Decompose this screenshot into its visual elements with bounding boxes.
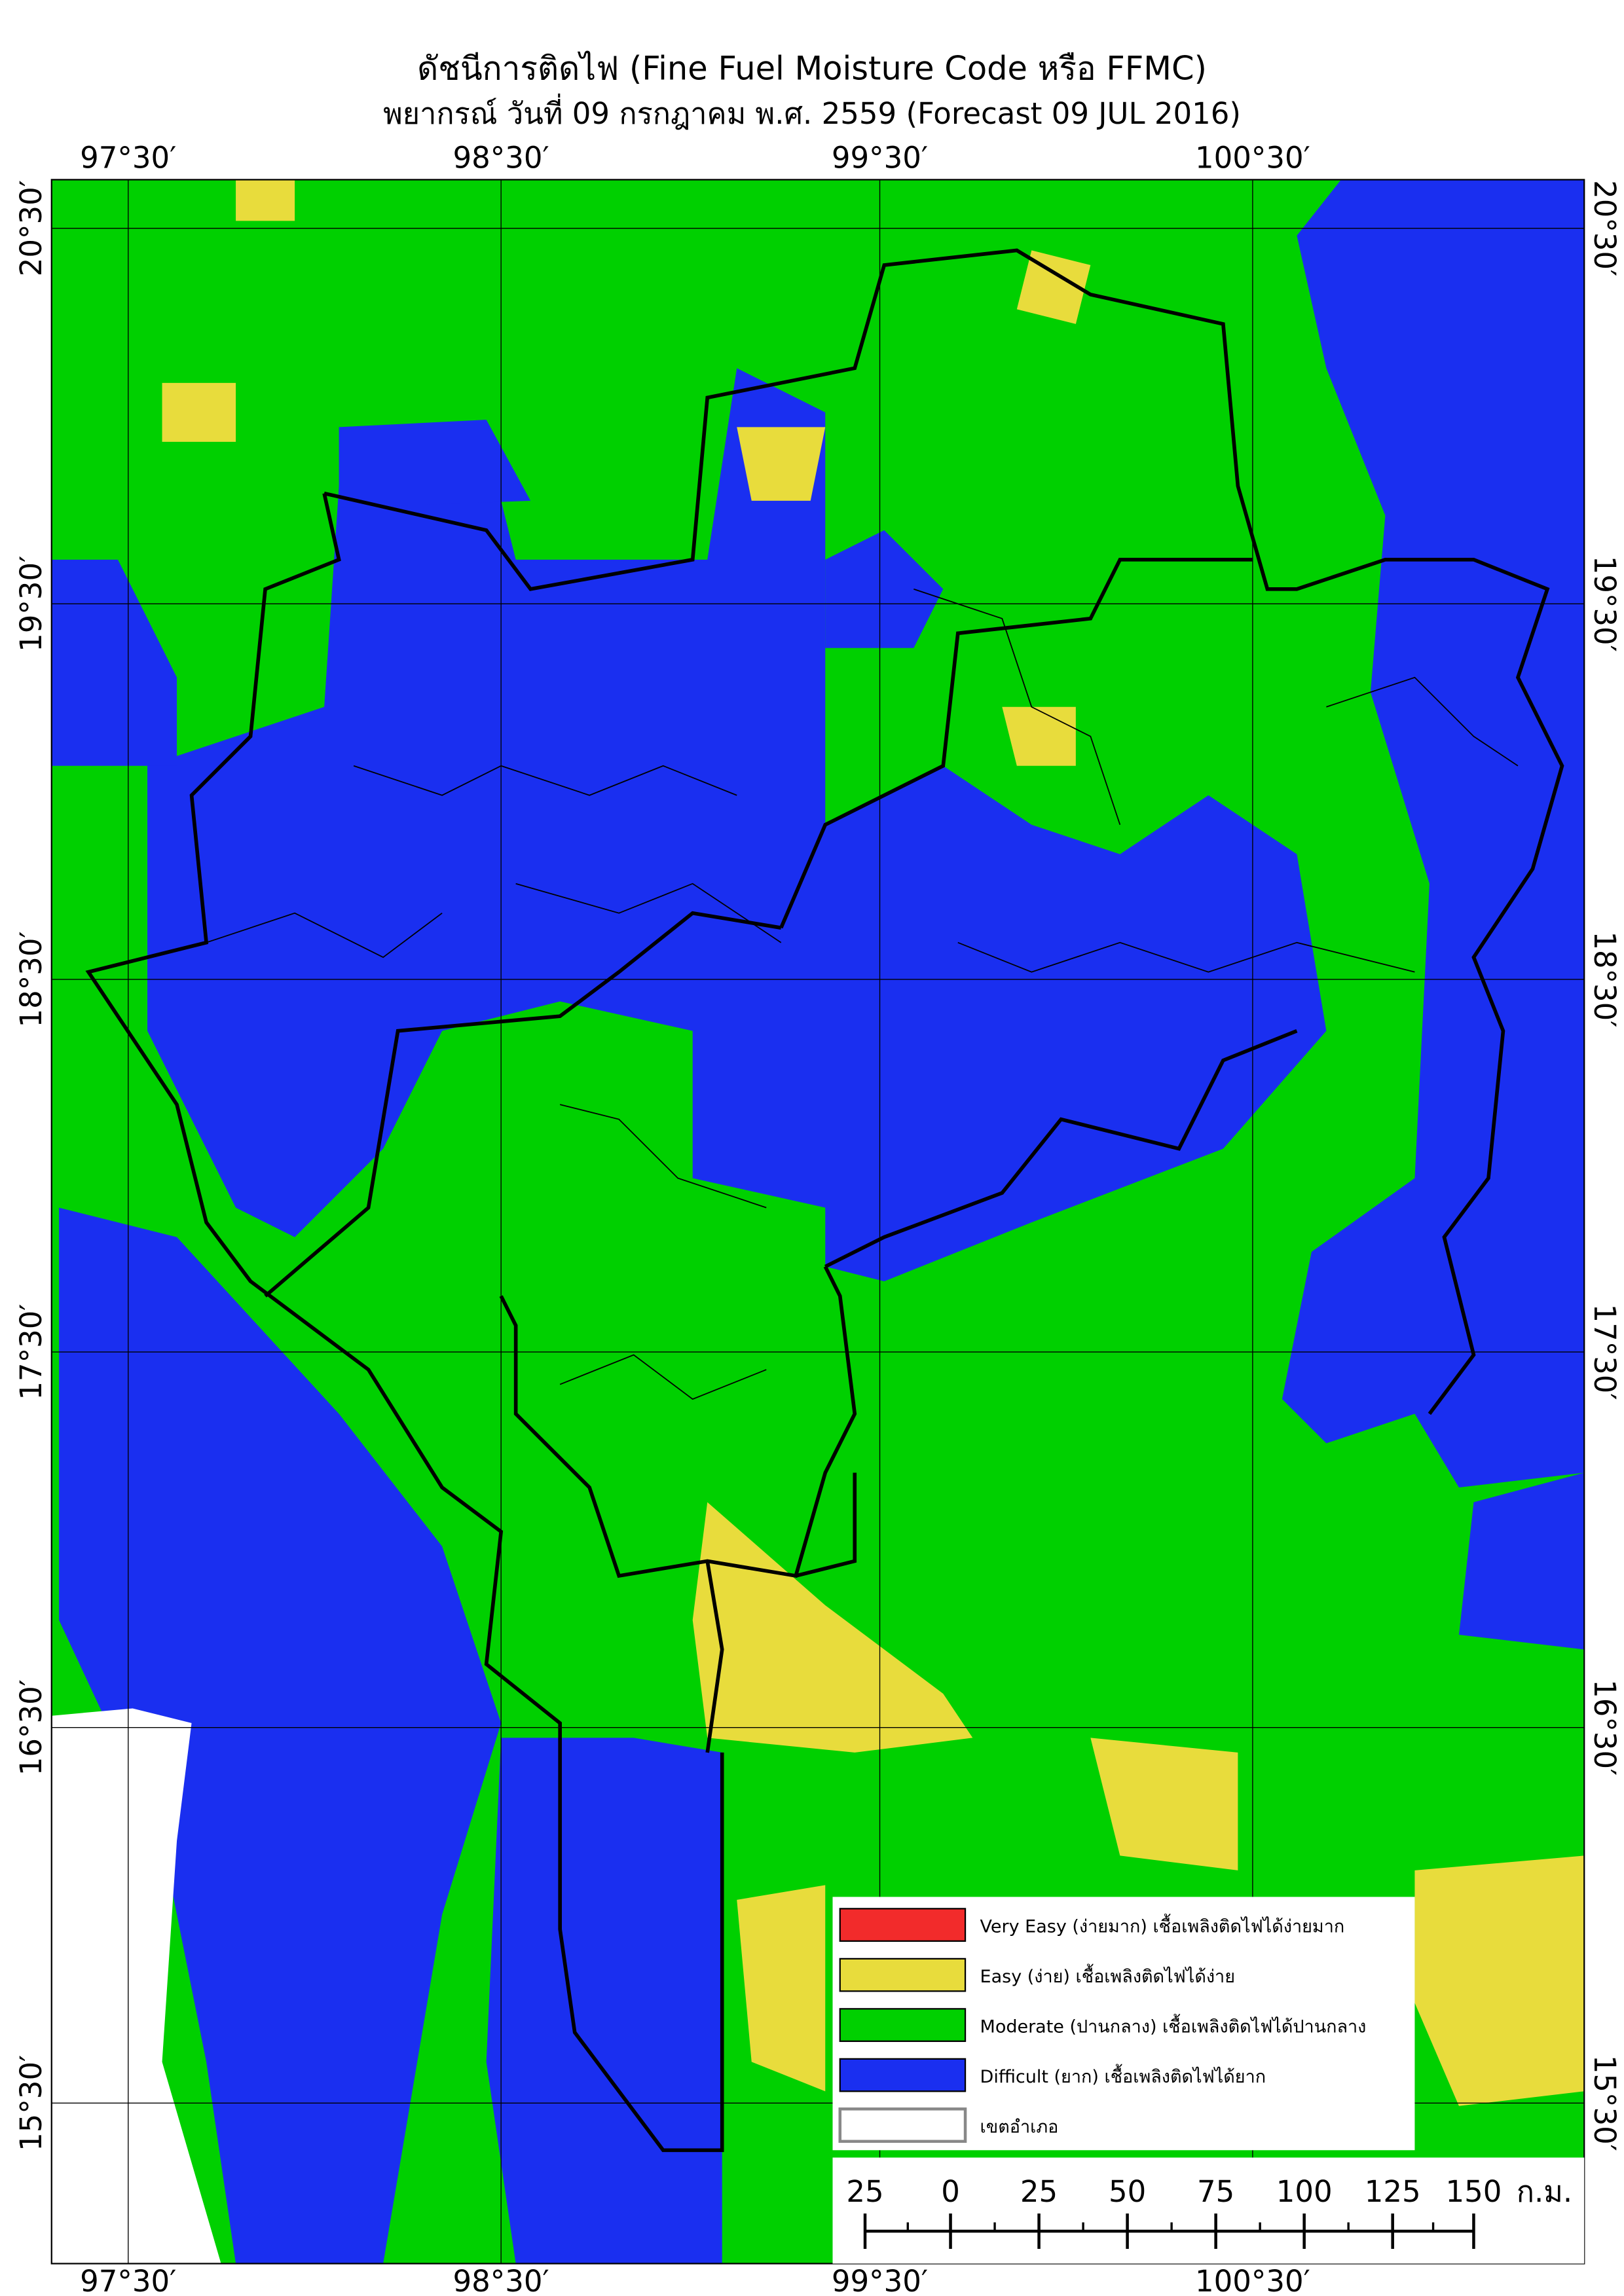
- longitude-label: 99°30′: [832, 140, 928, 175]
- longitude-label: 98°30′: [453, 2264, 549, 2296]
- legend-label: Difficult (ยาก) เชื้อเพลิงติดไฟได้ยาก: [980, 2064, 1266, 2087]
- longitude-label: 100°30′: [1195, 140, 1310, 175]
- legend-label: Very Easy (ง่ายมาก) เชื้อเพลิงติดไฟได้ง่…: [980, 1913, 1345, 1937]
- scale-label: 125: [1365, 2174, 1421, 2209]
- map-area: [51, 179, 1585, 2264]
- latitude-label: 18°30′: [14, 931, 48, 1027]
- latitude-label: 19°30′: [1587, 556, 1622, 652]
- longitude-label: 98°30′: [453, 140, 549, 175]
- map-frame: [50, 179, 1585, 2265]
- latitude-label: 17°30′: [1587, 1303, 1622, 1400]
- legend-label: Moderate (ปานกลาง) เชื้อเพลิงติดไฟได้ปาน…: [980, 2013, 1367, 2037]
- legend-swatch: [839, 1958, 967, 1992]
- legend: Very Easy (ง่ายมาก) เชื้อเพลิงติดไฟได้ง่…: [832, 1897, 1415, 2151]
- graticule: [51, 179, 1585, 2264]
- scale-box: [832, 2157, 1585, 2264]
- latitude-label: 15°30′: [1587, 2055, 1622, 2151]
- district-boundaries: [206, 588, 1519, 1400]
- subtitle: พยากรณ์ วันที่ 09 กรกฎาคม พ.ศ. 2559 (For…: [383, 93, 1241, 131]
- latitude-label: 20°30′: [14, 180, 48, 276]
- difficult-areas: [51, 179, 1585, 2264]
- scale-unit: ก.ม.: [1517, 2174, 1573, 2209]
- longitude-label: 97°30′: [80, 140, 176, 175]
- scale-label: 25: [1020, 2174, 1058, 2209]
- scale-label: 100: [1276, 2174, 1333, 2209]
- longitude-label: 97°30′: [80, 2264, 176, 2296]
- easy-areas: [162, 179, 1585, 2106]
- province-boundaries: [85, 248, 1564, 2153]
- latitude-label: 15°30′: [14, 2055, 48, 2151]
- scale-label: 25: [846, 2174, 883, 2209]
- longitude-label: 100°30′: [1195, 2264, 1310, 2296]
- legend-swatch: [839, 1908, 967, 1942]
- latitude-label: 18°30′: [1587, 931, 1622, 1027]
- latitude-label: 16°30′: [14, 1679, 48, 1776]
- title: ดัชนีการติดไฟ (Fine Fuel Moisture Code ห…: [417, 49, 1207, 87]
- legend-label: เขตอำเภอ: [980, 2117, 1059, 2137]
- latitude-label: 17°30′: [14, 1303, 48, 1400]
- longitude-label: 99°30′: [832, 2264, 928, 2296]
- scale-label: 0: [941, 2174, 960, 2209]
- legend-swatch: [839, 2008, 967, 2042]
- scale-label: 150: [1446, 2174, 1502, 2209]
- legend-swatch: [839, 2058, 967, 2092]
- legend-label: Easy (ง่าย) เชื้อเพลิงติดไฟได้ง่าย: [980, 1963, 1235, 1987]
- latitude-label: 16°30′: [1587, 1679, 1622, 1776]
- latitude-label: 20°30′: [1587, 180, 1622, 276]
- scale-label: 50: [1109, 2174, 1146, 2209]
- scale-label: 75: [1197, 2174, 1234, 2209]
- coordinate-labels: 97°30′ 97°30′ 98°30′ 98°30′ 99°30′ 99°30′ 100°…: [14, 140, 1622, 2296]
- scale-bar: 25 0 25 50 75 100 125 150 ก.ม.: [832, 2157, 1585, 2264]
- legend-swatch: [838, 2107, 967, 2143]
- sea: [51, 1708, 221, 2264]
- latitude-label: 19°30′: [14, 556, 48, 652]
